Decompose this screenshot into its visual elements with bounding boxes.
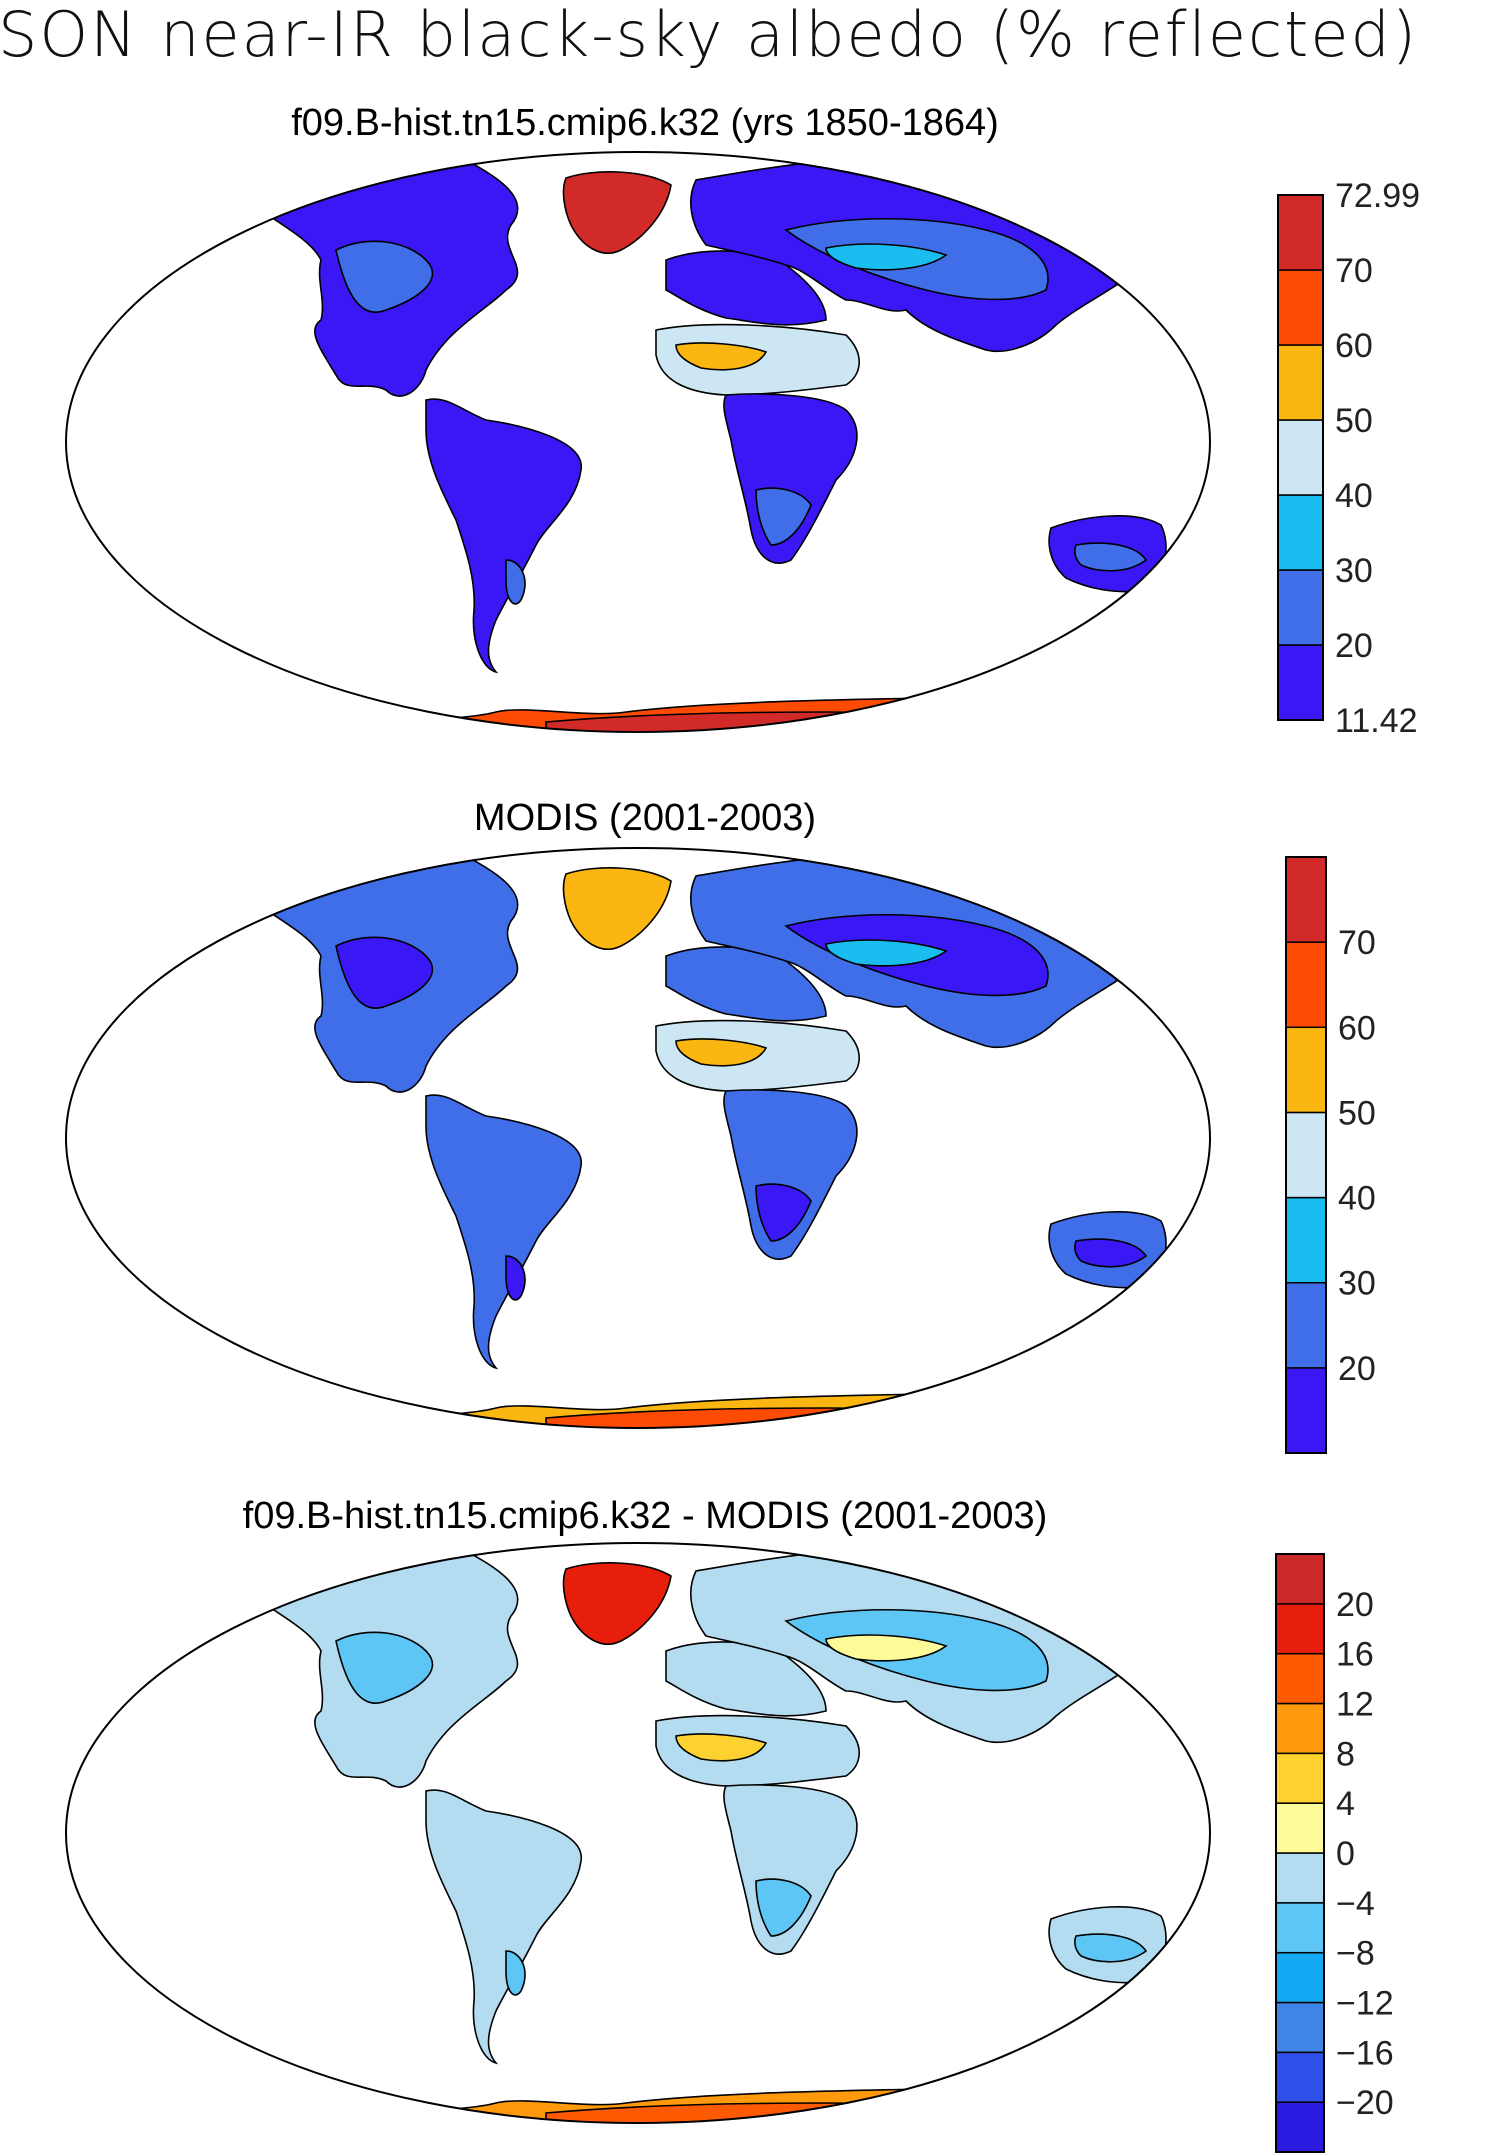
region-hot bbox=[675, 1038, 768, 1067]
colorbar-swatch bbox=[1285, 1111, 1327, 1199]
colorbar-swatch bbox=[1275, 1603, 1325, 1655]
colorbar-tick-label: 50 bbox=[1335, 402, 1373, 440]
panel-title-modis: MODIS (2001-2003) bbox=[473, 797, 817, 839]
colorbar-tick-label: 20 bbox=[1338, 1350, 1376, 1388]
colorbar-tick-label: −8 bbox=[1336, 1935, 1375, 1973]
map-panel-modis bbox=[65, 847, 1211, 1429]
colorbar-swatch bbox=[1275, 1802, 1325, 1854]
region-mid bbox=[335, 936, 434, 1009]
region-light bbox=[825, 1634, 948, 1662]
colorbar-swatch bbox=[1275, 1902, 1325, 1954]
region-land bbox=[723, 1089, 858, 1260]
colorbar-swatch bbox=[1277, 644, 1324, 721]
region-mid bbox=[335, 240, 434, 313]
region-mid bbox=[755, 1183, 812, 1242]
colorbar-swatch bbox=[1285, 1367, 1327, 1454]
region-land bbox=[425, 1789, 582, 2065]
colorbar-tick-label: 40 bbox=[1335, 477, 1373, 515]
region-mid bbox=[755, 487, 812, 546]
region-hot bbox=[675, 342, 768, 371]
colorbar-swatch bbox=[1275, 1553, 1325, 1605]
colorbar-swatch bbox=[1277, 344, 1324, 421]
colorbar-tick-label: −16 bbox=[1336, 2034, 1394, 2072]
colorbar-swatch bbox=[1285, 856, 1327, 943]
colorbar-tick-label: 20 bbox=[1335, 627, 1373, 665]
colorbar-tick-label: 20 bbox=[1336, 1586, 1374, 1624]
colorbar-swatch bbox=[1285, 1196, 1327, 1284]
colorbar-tick-label: 60 bbox=[1338, 1009, 1376, 1047]
colorbar-tick-label: 40 bbox=[1338, 1180, 1376, 1218]
region-mid bbox=[1074, 542, 1148, 572]
map-panel-difference bbox=[65, 1542, 1211, 2124]
map-panel-model bbox=[65, 151, 1211, 733]
colorbar-tick-label: 4 bbox=[1336, 1785, 1355, 1823]
colorbar-tick-label: 12 bbox=[1336, 1686, 1374, 1724]
region-mid bbox=[505, 559, 526, 605]
colorbar-swatch bbox=[1275, 1652, 1325, 1705]
colorbar-tick-label: 60 bbox=[1335, 327, 1373, 365]
region-mid bbox=[335, 1631, 434, 1704]
colorbar-tick-label: 50 bbox=[1338, 1094, 1376, 1132]
colorbar-modis: 20 30 40 50 60 70 bbox=[1285, 856, 1376, 1454]
colorbar-tick-label: −12 bbox=[1336, 1985, 1394, 2023]
colorbar-tick-label: −4 bbox=[1336, 1885, 1375, 1923]
colorbar-swatch bbox=[1277, 269, 1324, 346]
colorbar-swatch bbox=[1275, 1951, 1325, 2004]
region-light bbox=[825, 939, 948, 967]
colorbar-tick-label: 30 bbox=[1335, 552, 1373, 590]
region-greenland bbox=[562, 867, 672, 950]
region-mid bbox=[505, 1255, 526, 1301]
colorbar-swatch bbox=[1277, 419, 1324, 496]
region-mid bbox=[755, 1878, 812, 1937]
colorbar-swatch bbox=[1277, 494, 1324, 571]
colorbar-swatch bbox=[1275, 1752, 1325, 1804]
colorbar-swatch bbox=[1275, 1852, 1325, 1904]
region-land bbox=[723, 1784, 858, 1955]
region-land bbox=[425, 398, 582, 674]
colorbar-swatch bbox=[1275, 2101, 1325, 2153]
colorbar-swatch bbox=[1277, 194, 1324, 271]
colorbar-swatch bbox=[1277, 569, 1324, 646]
colorbar-tick-label: −20 bbox=[1336, 2084, 1394, 2122]
colorbar-swatch bbox=[1285, 1026, 1327, 1114]
region-mid bbox=[1074, 1933, 1148, 1963]
colorbar-model: 11.42 20 30 40 50 60 70 72.99 bbox=[1277, 177, 1420, 740]
colorbar-tick-label: 16 bbox=[1336, 1636, 1374, 1674]
region-mid bbox=[505, 1950, 526, 1996]
colorbar-swatch bbox=[1275, 2051, 1325, 2103]
colorbar-tick-label: 8 bbox=[1336, 1735, 1355, 1773]
colorbar-swatch bbox=[1275, 1702, 1325, 1755]
region-land bbox=[723, 393, 858, 564]
main-title: SON near-IR black-sky albedo (% reflecte… bbox=[0, 0, 1419, 71]
region-land bbox=[425, 1094, 582, 1370]
region-greenland bbox=[562, 1562, 672, 1645]
colorbar-swatch bbox=[1275, 2001, 1325, 2054]
region-light bbox=[825, 243, 948, 271]
colorbar-tick-label: 70 bbox=[1338, 924, 1376, 962]
colorbar-tick-label: 70 bbox=[1335, 252, 1373, 290]
colorbar-swatch bbox=[1285, 1281, 1327, 1369]
colorbar-swatch bbox=[1285, 941, 1327, 1029]
colorbar-tick-label: 0 bbox=[1336, 1835, 1355, 1873]
panel-title-model: f09.B-hist.tn15.cmip6.k32 (yrs 1850-1864… bbox=[291, 102, 999, 144]
region-mid bbox=[1074, 1238, 1148, 1268]
region-greenland bbox=[562, 171, 672, 254]
colorbar-tick-label: 11.42 bbox=[1335, 702, 1418, 740]
colorbar-tick-label: 30 bbox=[1338, 1265, 1376, 1303]
colorbar-tick-label: 72.99 bbox=[1335, 177, 1420, 215]
panel-title-difference: f09.B-hist.tn15.cmip6.k32 - MODIS (2001-… bbox=[242, 1495, 1048, 1537]
colorbar-difference: −20 −16 −12 −8 −4 0 4 8 12 16 20 bbox=[1275, 1553, 1394, 2153]
region-hot bbox=[675, 1733, 768, 1762]
